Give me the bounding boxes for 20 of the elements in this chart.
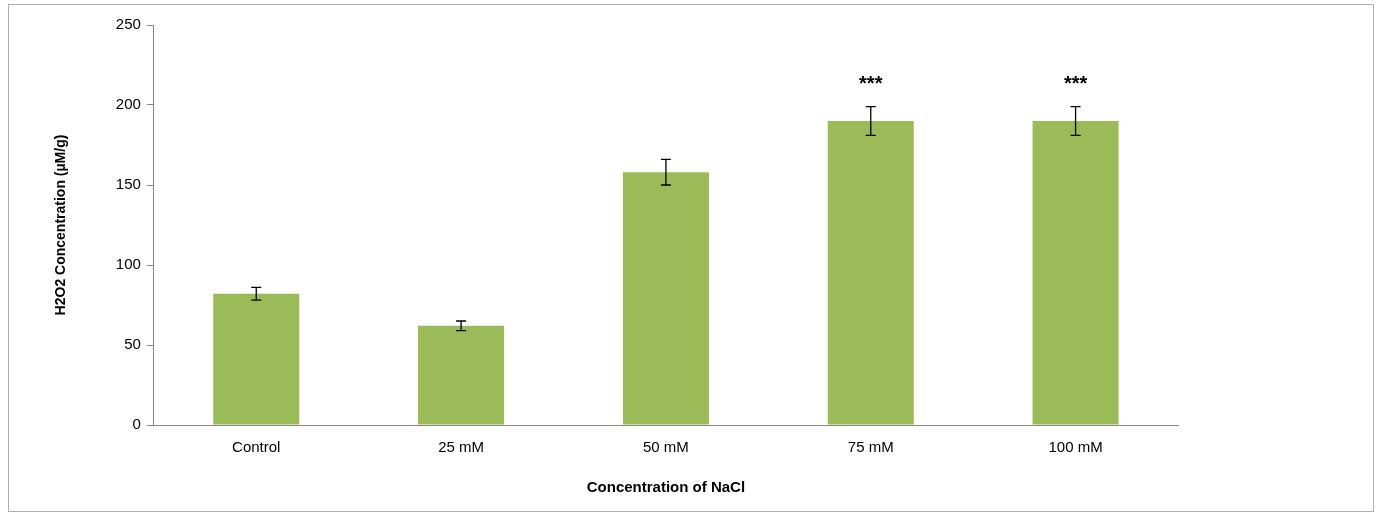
x-tick-label: 75 mM bbox=[847, 438, 894, 456]
bar bbox=[1032, 121, 1119, 425]
y-tick-label: 50 bbox=[124, 335, 141, 353]
y-tick-label: 0 bbox=[132, 415, 141, 433]
x-tick-label: 25 mM bbox=[438, 438, 484, 456]
x-tick-label: Control bbox=[232, 438, 281, 456]
annotation: *** bbox=[859, 72, 883, 95]
bar bbox=[418, 325, 505, 425]
y-tick-label: 200 bbox=[115, 95, 141, 113]
x-tick-label: 100 mM bbox=[1048, 438, 1103, 456]
annotation: *** bbox=[1063, 72, 1088, 95]
bar bbox=[213, 293, 300, 425]
y-tick-label: 250 bbox=[115, 15, 141, 33]
y-tick-label: 100 bbox=[115, 255, 141, 273]
x-axis-title: Concentration of NaCl bbox=[586, 478, 746, 496]
y-axis-title: H2O2 Concentration (µM/g) bbox=[52, 134, 69, 316]
bar bbox=[622, 172, 709, 425]
x-tick-label: 50 mM bbox=[642, 438, 689, 456]
bar bbox=[827, 121, 914, 425]
y-tick-label: 150 bbox=[115, 175, 141, 193]
